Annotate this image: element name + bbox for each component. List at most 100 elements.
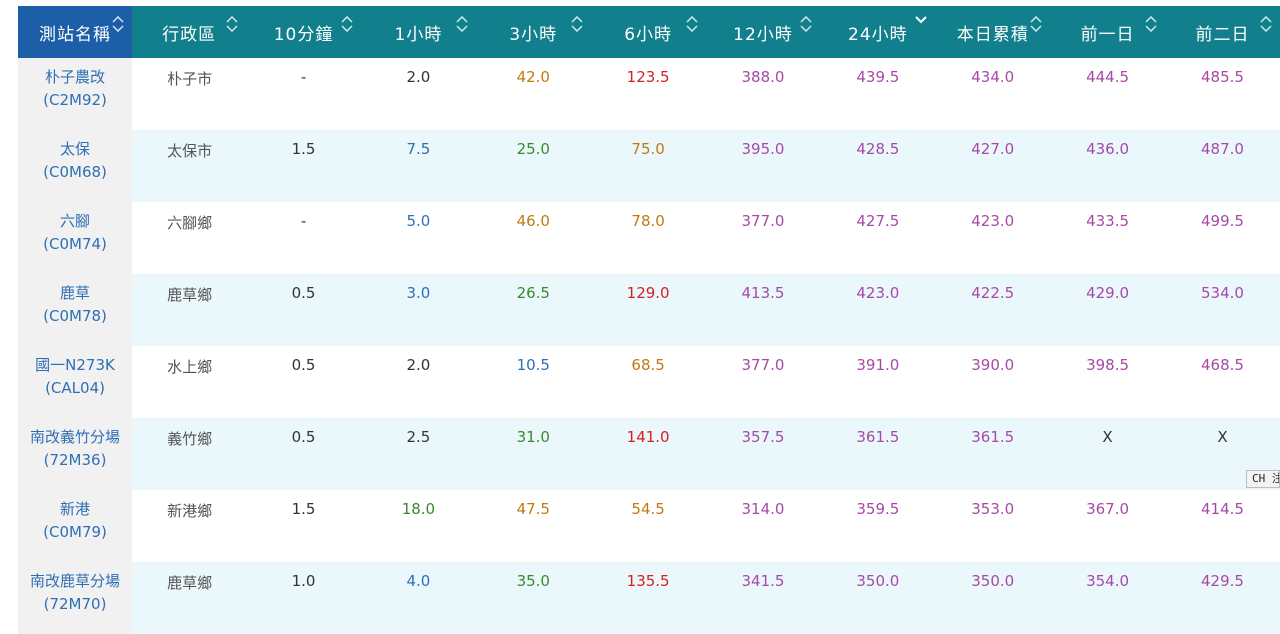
station-name[interactable]: 六腳 [60, 212, 91, 230]
rainfall-value-prev-2day: 499.5 [1165, 202, 1280, 274]
sort-toggle-icon[interactable] [226, 16, 238, 32]
table-row: 國一N273K (CAL04) 水上鄉 0.5 2.0 10.5 68.5 377.0 391.… [18, 346, 1280, 418]
column-header-3hr[interactable]: 3小時 [475, 6, 591, 58]
rainfall-value-6hr: 135.5 [590, 562, 706, 634]
column-header-label: 6小時 [624, 24, 673, 45]
district-cell: 朴子市 [132, 58, 247, 130]
station-link[interactable]: 太保 (C0M68) [18, 130, 133, 202]
column-header-prev-2day[interactable]: 前二日 [1165, 6, 1280, 58]
table-row: 鹿草 (C0M78) 鹿草鄉 0.5 3.0 26.5 129.0 413.5 423.0 422… [18, 274, 1280, 346]
rainfall-value-1hr: 3.0 [360, 274, 476, 346]
rainfall-value-10min: 0.5 [246, 418, 361, 490]
rainfall-value-6hr: 54.5 [590, 490, 706, 562]
rainfall-value-10min: 1.0 [246, 562, 361, 634]
station-code[interactable]: (C0M68) [43, 163, 107, 181]
rainfall-value-6hr: 129.0 [590, 274, 706, 346]
table-row: 南改鹿草分場 (72M70) 鹿草鄉 1.0 4.0 35.0 135.5 341.5 350.… [18, 562, 1280, 634]
station-name[interactable]: 南改鹿草分場 [30, 572, 121, 590]
column-header-station-name[interactable]: 測站名稱 [18, 6, 133, 58]
station-link[interactable]: 朴子農改 (C2M92) [18, 58, 133, 130]
station-link[interactable]: 鹿草 (C0M78) [18, 274, 133, 346]
station-name[interactable]: 國一N273K [35, 356, 115, 374]
rainfall-value-1hr: 2.0 [360, 346, 476, 418]
sort-toggle-icon[interactable] [686, 16, 698, 32]
station-link[interactable]: 新港 (C0M79) [18, 490, 133, 562]
table-row: 太保 (C0M68) 太保市 1.5 7.5 25.0 75.0 395.0 428.5 427.… [18, 130, 1280, 202]
rainfall-value-1hr: 4.0 [360, 562, 476, 634]
column-header-label: 10分鐘 [273, 24, 334, 45]
rainfall-value-today-total: 422.5 [935, 274, 1051, 346]
station-link[interactable]: 南改義竹分場 (72M36) [18, 418, 133, 490]
sort-toggle-icon[interactable] [800, 16, 812, 32]
sort-toggle-icon[interactable] [571, 16, 583, 32]
column-header-6hr[interactable]: 6小時 [590, 6, 706, 58]
column-header-12hr[interactable]: 12小時 [705, 6, 821, 58]
sort-toggle-icon[interactable] [112, 16, 124, 32]
rainfall-value-prev-2day: 485.5 [1165, 58, 1280, 130]
rainfall-value-12hr: 395.0 [705, 130, 821, 202]
rainfall-value-prev-day: 354.0 [1050, 562, 1165, 634]
rainfall-value-today-total: 350.0 [935, 562, 1051, 634]
station-link[interactable]: 國一N273K (CAL04) [18, 346, 133, 418]
column-header-label: 測站名稱 [39, 24, 112, 45]
rainfall-value-24hr: 439.5 [820, 58, 936, 130]
rainfall-value-prev-day: 398.5 [1050, 346, 1165, 418]
rainfall-value-12hr: 357.5 [705, 418, 821, 490]
station-code[interactable]: (C0M74) [43, 235, 107, 253]
rainfall-value-10min: 0.5 [246, 346, 361, 418]
rainfall-value-prev-day: X [1050, 418, 1165, 490]
sort-toggle-icon[interactable] [341, 16, 353, 32]
rainfall-value-24hr: 391.0 [820, 346, 936, 418]
sort-toggle-icon[interactable] [1260, 16, 1272, 32]
sort-desc-icon[interactable] [915, 16, 927, 24]
header-row: 測站名稱 行政區 10分鐘 1小時 3小時 6小時 12小時 24小時 本日累積 前一日 前二日 [18, 6, 1280, 58]
station-name[interactable]: 太保 [60, 140, 91, 158]
column-header-district[interactable]: 行政區 [132, 6, 247, 58]
column-header-today-total[interactable]: 本日累積 [935, 6, 1051, 58]
station-code[interactable]: (72M36) [43, 451, 107, 469]
sort-toggle-icon[interactable] [456, 16, 468, 32]
station-name[interactable]: 朴子農改 [45, 68, 106, 86]
rainfall-value-prev-day: 429.0 [1050, 274, 1165, 346]
rainfall-value-6hr: 68.5 [590, 346, 706, 418]
column-header-1hr[interactable]: 1小時 [360, 6, 476, 58]
station-name[interactable]: 鹿草 [60, 284, 91, 302]
column-header-label: 前二日 [1195, 24, 1250, 45]
station-code[interactable]: (CAL04) [45, 379, 105, 397]
rainfall-value-prev-2day: 414.5 [1165, 490, 1280, 562]
column-header-10min[interactable]: 10分鐘 [246, 6, 361, 58]
sort-toggle-icon[interactable] [1030, 16, 1042, 32]
rainfall-value-12hr: 377.0 [705, 202, 821, 274]
column-header-label: 3小時 [509, 24, 558, 45]
rainfall-value-1hr: 5.0 [360, 202, 476, 274]
station-name[interactable]: 南改義竹分場 [30, 428, 121, 446]
column-header-label: 24小時 [848, 24, 908, 45]
column-header-prev-day[interactable]: 前一日 [1050, 6, 1165, 58]
district-cell: 義竹鄉 [132, 418, 247, 490]
rainfall-value-10min: 1.5 [246, 130, 361, 202]
rainfall-value-6hr: 78.0 [590, 202, 706, 274]
column-header-24hr[interactable]: 24小時 [820, 6, 936, 58]
district-cell: 六腳鄉 [132, 202, 247, 274]
table-header: 測站名稱 行政區 10分鐘 1小時 3小時 6小時 12小時 24小時 本日累積 前一日 前二日 [18, 6, 1280, 58]
station-code[interactable]: (C0M78) [43, 307, 107, 325]
rainfall-value-10min: 1.5 [246, 490, 361, 562]
station-name[interactable]: 新港 [60, 500, 91, 518]
column-header-label: 行政區 [162, 24, 217, 45]
district-cell: 鹿草鄉 [132, 274, 247, 346]
rainfall-value-today-total: 427.0 [935, 130, 1051, 202]
district-cell: 新港鄉 [132, 490, 247, 562]
station-link[interactable]: 六腳 (C0M74) [18, 202, 133, 274]
rainfall-value-1hr: 2.5 [360, 418, 476, 490]
rainfall-value-3hr: 46.0 [475, 202, 591, 274]
station-link[interactable]: 南改鹿草分場 (72M70) [18, 562, 133, 634]
station-code[interactable]: (C2M92) [43, 91, 107, 109]
rainfall-value-24hr: 428.5 [820, 130, 936, 202]
district-cell: 水上鄉 [132, 346, 247, 418]
rainfall-value-1hr: 18.0 [360, 490, 476, 562]
station-code[interactable]: (C0M79) [43, 523, 107, 541]
station-code[interactable]: (72M70) [43, 595, 107, 613]
ime-indicator[interactable]: CH 注 [1246, 470, 1280, 488]
sort-toggle-icon[interactable] [1145, 16, 1157, 32]
rainfall-value-prev-2day: 534.0 [1165, 274, 1280, 346]
